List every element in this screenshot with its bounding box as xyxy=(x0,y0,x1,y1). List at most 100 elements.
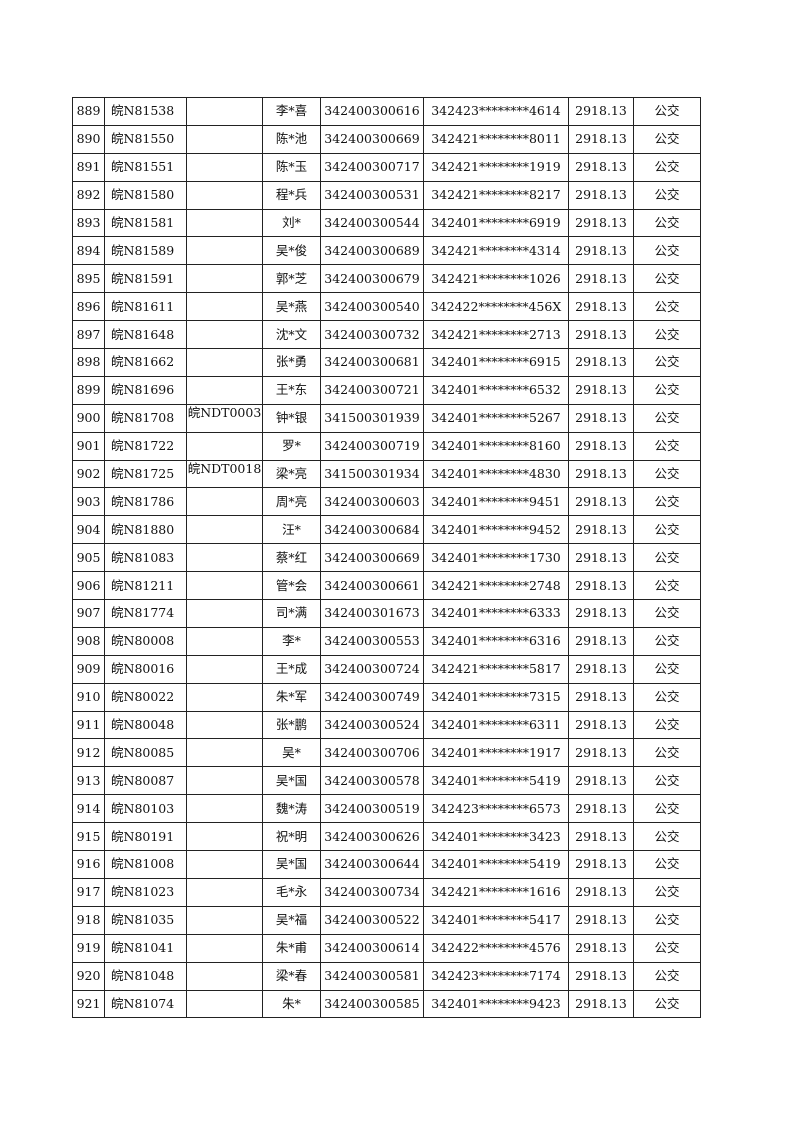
person-name-cell: 吴*国 xyxy=(262,766,321,796)
account-id-cell: 342400300679 xyxy=(320,264,424,294)
person-name-cell: 魏*涛 xyxy=(262,794,321,824)
plate-number-cell: 皖N81581 xyxy=(104,208,187,238)
person-name-cell: 梁*亮 xyxy=(262,459,321,489)
id-card-number-cell: 342421********5817 xyxy=(423,654,569,684)
secondary-plate-cell xyxy=(186,571,263,601)
id-card-number-cell: 342421********4314 xyxy=(423,236,569,266)
account-id-cell: 342400300734 xyxy=(320,877,424,907)
plate-number-cell: 皖N81696 xyxy=(104,375,187,405)
secondary-plate-cell xyxy=(186,543,263,573)
plate-number-cell: 皖N81550 xyxy=(104,124,187,154)
person-name-cell: 司*满 xyxy=(262,599,321,628)
vehicle-type-cell: 公交 xyxy=(633,375,701,405)
person-name-cell: 李*喜 xyxy=(262,97,321,126)
id-card-number-cell: 342421********1616 xyxy=(423,877,569,907)
person-name-cell: 郭*芝 xyxy=(262,264,321,294)
vehicle-type-cell: 公交 xyxy=(633,961,701,991)
id-card-number-cell: 342401********5419 xyxy=(423,850,569,879)
table-row: 893 皖N81581 刘* 342400300544 342401********69… xyxy=(72,208,701,238)
account-id-cell: 342400300689 xyxy=(320,236,424,266)
account-id-cell: 342400300669 xyxy=(320,124,424,154)
secondary-plate-cell xyxy=(186,794,263,824)
vehicle-type-cell: 公交 xyxy=(633,571,701,601)
row-number-cell: 908 xyxy=(72,626,105,656)
amount-cell: 2918.13 xyxy=(568,933,634,963)
id-card-number-cell: 342401********9452 xyxy=(423,515,569,545)
secondary-plate-cell xyxy=(186,961,263,991)
row-number-cell: 911 xyxy=(72,710,105,740)
account-id-cell: 342400300684 xyxy=(320,515,424,545)
person-name-cell: 李* xyxy=(262,626,321,656)
table-body: 889 皖N81538 李*喜 342400300616 342423********4… xyxy=(72,97,701,1019)
account-id-cell: 342400300540 xyxy=(320,292,424,322)
amount-cell: 2918.13 xyxy=(568,877,634,907)
account-id-cell: 342400300721 xyxy=(320,375,424,405)
plate-number-cell: 皖N81648 xyxy=(104,320,187,350)
vehicle-type-cell: 公交 xyxy=(633,292,701,322)
table-row: 907 皖N81774 司*满 342400301673 342401********6… xyxy=(72,599,701,628)
vehicle-type-cell: 公交 xyxy=(633,682,701,712)
secondary-plate-cell: 皖NDT0018 xyxy=(186,459,263,489)
person-name-cell: 张*勇 xyxy=(262,348,321,377)
amount-cell: 2918.13 xyxy=(568,543,634,573)
table-row: 909 皖N80016 王*成 342400300724 342421********5… xyxy=(72,654,701,684)
id-card-number-cell: 342421********2713 xyxy=(423,320,569,350)
vehicle-type-cell: 公交 xyxy=(633,877,701,907)
person-name-cell: 钟*银 xyxy=(262,403,321,433)
plate-number-cell: 皖N81023 xyxy=(104,877,187,907)
row-number-cell: 895 xyxy=(72,264,105,294)
table-row: 901 皖N81722 罗* 342400300719 342401********81… xyxy=(72,431,701,461)
amount-cell: 2918.13 xyxy=(568,961,634,991)
vehicle-type-cell: 公交 xyxy=(633,97,701,126)
account-id-cell: 342400300661 xyxy=(320,571,424,601)
vehicle-type-cell: 公交 xyxy=(633,403,701,433)
plate-number-cell: 皖N81774 xyxy=(104,599,187,628)
account-id-cell: 342400300524 xyxy=(320,710,424,740)
vehicle-type-cell: 公交 xyxy=(633,264,701,294)
table-row: 917 皖N81023 毛*永 342400300734 342421********1… xyxy=(72,877,701,907)
row-number-cell: 893 xyxy=(72,208,105,238)
amount-cell: 2918.13 xyxy=(568,152,634,182)
row-number-cell: 905 xyxy=(72,543,105,573)
amount-cell: 2918.13 xyxy=(568,989,634,1019)
plate-number-cell: 皖N81708 xyxy=(104,403,187,433)
secondary-plate-cell xyxy=(186,320,263,350)
account-id-cell: 342400300669 xyxy=(320,543,424,573)
plate-number-cell: 皖N81611 xyxy=(104,292,187,322)
person-name-cell: 王*成 xyxy=(262,654,321,684)
id-card-number-cell: 342401********6311 xyxy=(423,710,569,740)
id-card-number-cell: 342401********8160 xyxy=(423,431,569,461)
row-number-cell: 916 xyxy=(72,850,105,879)
plate-number-cell: 皖N81083 xyxy=(104,543,187,573)
table-row: 897 皖N81648 沈*文 342400300732 342421********2… xyxy=(72,320,701,350)
person-name-cell: 周*亮 xyxy=(262,487,321,517)
amount-cell: 2918.13 xyxy=(568,292,634,322)
amount-cell: 2918.13 xyxy=(568,515,634,545)
person-name-cell: 陈*池 xyxy=(262,124,321,154)
amount-cell: 2918.13 xyxy=(568,654,634,684)
secondary-plate-cell xyxy=(186,152,263,182)
table-row: 899 皖N81696 王*东 342400300721 342401********6… xyxy=(72,375,701,405)
secondary-plate-cell xyxy=(186,180,263,210)
id-card-number-cell: 342401********6532 xyxy=(423,375,569,405)
secondary-plate-cell xyxy=(186,989,263,1019)
secondary-plate-cell xyxy=(186,487,263,517)
account-id-cell: 342400300719 xyxy=(320,431,424,461)
amount-cell: 2918.13 xyxy=(568,375,634,405)
table-row: 903 皖N81786 周*亮 342400300603 342401********9… xyxy=(72,487,701,517)
amount-cell: 2918.13 xyxy=(568,626,634,656)
row-number-cell: 906 xyxy=(72,571,105,601)
row-number-cell: 918 xyxy=(72,905,105,935)
id-card-number-cell: 342401********3423 xyxy=(423,822,569,852)
row-number-cell: 903 xyxy=(72,487,105,517)
id-card-number-cell: 342422********4576 xyxy=(423,933,569,963)
id-card-number-cell: 342401********6333 xyxy=(423,599,569,628)
id-card-number-cell: 342401********5419 xyxy=(423,766,569,796)
row-number-cell: 919 xyxy=(72,933,105,963)
person-name-cell: 梁*春 xyxy=(262,961,321,991)
row-number-cell: 912 xyxy=(72,738,105,768)
account-id-cell: 342400300616 xyxy=(320,97,424,126)
table-row: 890 皖N81550 陈*池 342400300669 342421********8… xyxy=(72,124,701,154)
amount-cell: 2918.13 xyxy=(568,905,634,935)
plate-number-cell: 皖N81880 xyxy=(104,515,187,545)
